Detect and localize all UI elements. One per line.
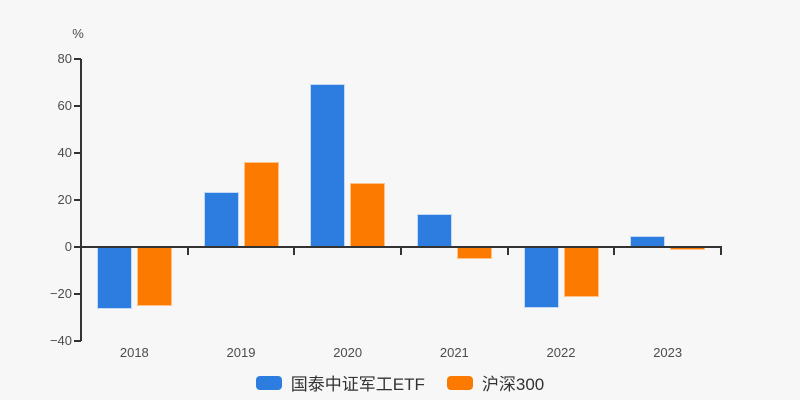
y-axis-tick: [74, 152, 81, 154]
x-axis-tick: [293, 247, 296, 255]
bar-etf-2020[interactable]: [310, 83, 346, 247]
bar-hs300-2019[interactable]: [243, 161, 279, 247]
y-axis-tick: [74, 293, 81, 295]
y-tick-label: 60: [57, 98, 72, 113]
y-tick-label: 20: [57, 192, 72, 207]
y-axis-tick: [74, 105, 81, 107]
y-axis-tick: [74, 199, 81, 201]
y-axis-unit-label: %: [72, 26, 84, 41]
y-axis-line: [80, 59, 82, 341]
x-axis-tick: [80, 247, 82, 255]
y-tick-label: 40: [57, 145, 72, 160]
legend-item-guotai-military-etf[interactable]: 国泰中证军工ETF: [255, 370, 425, 395]
x-axis-tick: [186, 247, 189, 255]
x-axis-tick: [720, 247, 722, 255]
x-axis-tick: [613, 247, 616, 255]
x-tick-label-2020: 2020: [333, 345, 363, 360]
x-tick-label-2021: 2021: [439, 345, 469, 360]
bar-etf-2021[interactable]: [416, 214, 452, 247]
y-axis-tick: [74, 58, 81, 60]
x-tick-label-2019: 2019: [226, 345, 256, 360]
x-axis-tick: [400, 247, 402, 255]
bar-etf-2018[interactable]: [96, 247, 132, 310]
bar-etf-2019[interactable]: [203, 192, 239, 247]
etf-series-swatch-icon: [255, 375, 282, 390]
etf-series-label: 国泰中证军工ETF: [290, 375, 425, 394]
hs300-series-swatch-icon: [446, 375, 473, 390]
hs300-series-label: 沪深300: [481, 375, 545, 394]
bar-hs300-2022[interactable]: [563, 247, 599, 298]
legend: 国泰中证军工ETF 沪深300: [0, 370, 800, 395]
x-tick-label-2023: 2023: [653, 345, 683, 360]
y-tick-label: 0: [64, 239, 72, 254]
y-tick-label: 80: [57, 51, 72, 66]
bar-hs300-2020[interactable]: [350, 183, 386, 247]
bar-hs300-2018[interactable]: [136, 247, 172, 307]
y-axis-tick: [74, 340, 81, 342]
bar-hs300-2021[interactable]: [456, 247, 492, 260]
x-tick-label-2022: 2022: [546, 345, 576, 360]
x-axis-tick: [506, 247, 509, 255]
bar-etf-2022[interactable]: [523, 247, 559, 308]
y-tick-label: −40: [49, 333, 72, 348]
y-axis-tick: [74, 246, 81, 248]
x-tick-label-2018: 2018: [119, 345, 149, 360]
y-tick-label: −20: [49, 286, 72, 301]
legend-item-hs300[interactable]: 沪深300: [446, 370, 545, 395]
